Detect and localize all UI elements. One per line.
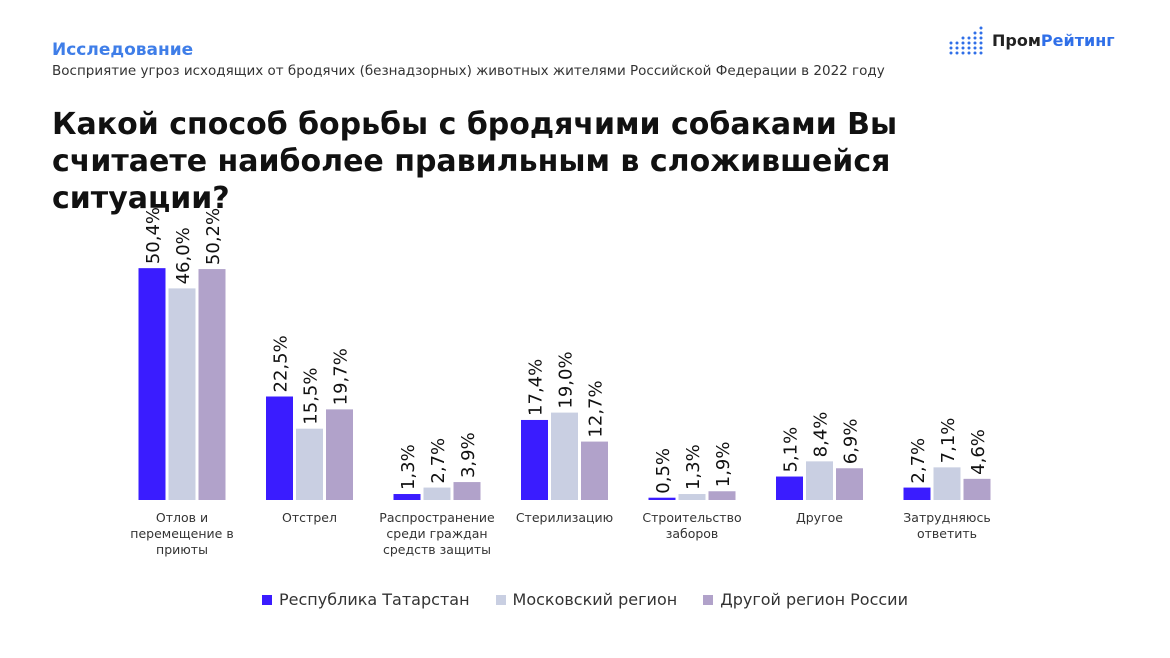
data-label: 46,0% — [173, 227, 194, 284]
legend-swatch — [262, 594, 273, 605]
category-label: заборов — [666, 526, 719, 541]
category-label: Стерилизацию — [516, 510, 613, 525]
data-label: 4,6% — [968, 429, 989, 475]
data-label: 7,1% — [938, 418, 959, 464]
data-label: 15,5% — [301, 368, 322, 425]
category-label: Отлов и — [156, 510, 208, 525]
data-label: 1,3% — [683, 444, 704, 490]
logo-text-part2: Рейтинг — [1040, 30, 1115, 50]
bar — [708, 491, 736, 500]
legend-swatch — [703, 594, 714, 605]
category-label: приюты — [156, 542, 208, 557]
bar — [963, 478, 991, 500]
logo: ПромРейтинг — [948, 24, 1115, 56]
bar — [806, 461, 833, 500]
legend-item: Другой регион России — [703, 590, 908, 609]
legend-swatch — [495, 594, 506, 605]
bar — [776, 476, 803, 500]
data-label: 5,1% — [781, 427, 802, 473]
category-label: Затрудняюсь — [903, 510, 990, 525]
legend-item: Республика Татарстан — [262, 590, 470, 609]
category-label: среди граждан — [386, 526, 487, 541]
data-label: 50,2% — [203, 208, 224, 265]
category-label: Строительство — [642, 510, 741, 525]
bar — [933, 467, 961, 500]
bar — [903, 487, 931, 500]
legend-label: Другой регион России — [720, 590, 908, 609]
data-label: 6,9% — [841, 419, 862, 465]
logo-text-part1: Пром — [992, 30, 1041, 50]
legend: Республика Татарстан Московский регион Дру… — [0, 590, 1170, 609]
data-label: 19,7% — [331, 348, 352, 405]
data-label: 3,9% — [458, 432, 479, 478]
category-label: перемещение в — [130, 526, 233, 541]
data-label: 12,7% — [586, 380, 607, 437]
bar — [453, 482, 481, 500]
data-label: 50,4% — [143, 207, 164, 264]
data-label: 0,5% — [653, 448, 674, 494]
bar — [678, 494, 706, 500]
data-label: 1,9% — [713, 442, 734, 488]
logo-dots-icon — [949, 26, 983, 55]
bar — [198, 269, 226, 500]
legend-label: Республика Татарстан — [279, 590, 470, 609]
bar — [423, 487, 451, 500]
category-label: Отстрел — [282, 510, 337, 525]
data-label: 1,3% — [398, 444, 419, 490]
bar — [648, 497, 676, 500]
data-label: 19,0% — [556, 351, 577, 408]
bar — [393, 494, 421, 500]
bar — [836, 468, 863, 500]
kicker: Исследование — [52, 40, 194, 60]
bar — [581, 441, 608, 500]
category-label: Другое — [796, 510, 843, 525]
logo-text: ПромРейтинг — [992, 31, 1115, 50]
legend-label: Московский регион — [512, 590, 678, 609]
bar — [521, 419, 548, 500]
bar — [168, 288, 196, 500]
data-label: 2,7% — [428, 438, 449, 484]
data-label: 2,7% — [908, 438, 929, 484]
bar — [296, 428, 323, 500]
data-label: 22,5% — [271, 335, 292, 392]
bar — [551, 412, 578, 500]
subtitle: Восприятие угроз исходящих от бродячих (… — [52, 63, 885, 79]
category-label: средств защиты — [383, 542, 491, 557]
data-label: 17,4% — [526, 359, 547, 416]
legend-item: Московский регион — [495, 590, 678, 609]
bar — [326, 409, 353, 500]
chart-title: Какой способ борьбы с бродячими собаками… — [52, 107, 898, 216]
data-label: 8,4% — [811, 412, 832, 458]
bar — [138, 268, 166, 500]
category-label: Распространение — [379, 510, 495, 525]
category-label: ответить — [917, 526, 977, 541]
bar — [266, 396, 293, 500]
